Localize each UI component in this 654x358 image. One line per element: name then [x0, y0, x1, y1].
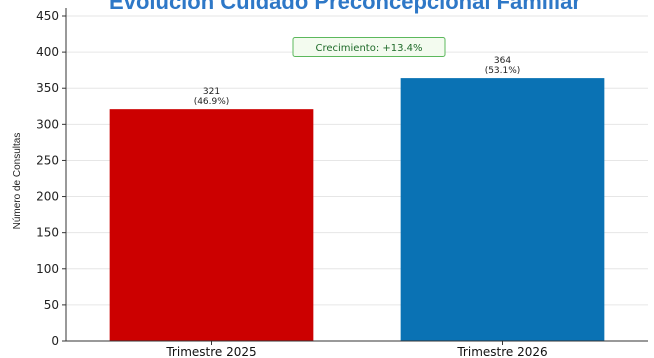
x-tick-label: Trimestre 2025 — [165, 345, 256, 358]
bar-value-label: 364 — [494, 56, 511, 66]
y-axis-label: Número de Consultas — [12, 133, 23, 230]
bar — [109, 109, 314, 342]
x-tick-label: Trimestre 2026 — [456, 345, 547, 358]
y-tick-label: 300 — [36, 117, 59, 131]
bars: 321(46.9%) 364(53.1%) — [109, 56, 605, 342]
growth-annotation: Crecimiento: +13.4% — [292, 37, 446, 57]
annotation-box — [292, 37, 446, 57]
bar-percent-label: (46.9%) — [194, 97, 230, 107]
y-tick-label: 50 — [44, 298, 59, 312]
chart-title: Evolución Cuidado Preconcepcional Famili… — [109, 0, 581, 14]
y-tick-label: 450 — [36, 9, 59, 23]
y-tick-label: 200 — [36, 190, 59, 204]
bar-value-label: 321 — [203, 87, 220, 97]
y-axis: 0 50 100 150 200 250 300 350 400 450 — [36, 8, 67, 348]
bar-percent-label: (53.1%) — [485, 66, 521, 76]
y-tick-label: 0 — [51, 334, 59, 348]
x-axis: Trimestre 2025 Trimestre 2026 — [66, 340, 648, 358]
y-tick-label: 100 — [36, 262, 59, 276]
y-tick-label: 350 — [36, 81, 59, 95]
annotation-text: Crecimiento: +13.4% — [315, 43, 422, 54]
y-tick-label: 150 — [36, 226, 59, 240]
bar — [400, 78, 605, 341]
y-tick-label: 250 — [36, 153, 59, 167]
y-tick-label: 400 — [36, 45, 59, 59]
